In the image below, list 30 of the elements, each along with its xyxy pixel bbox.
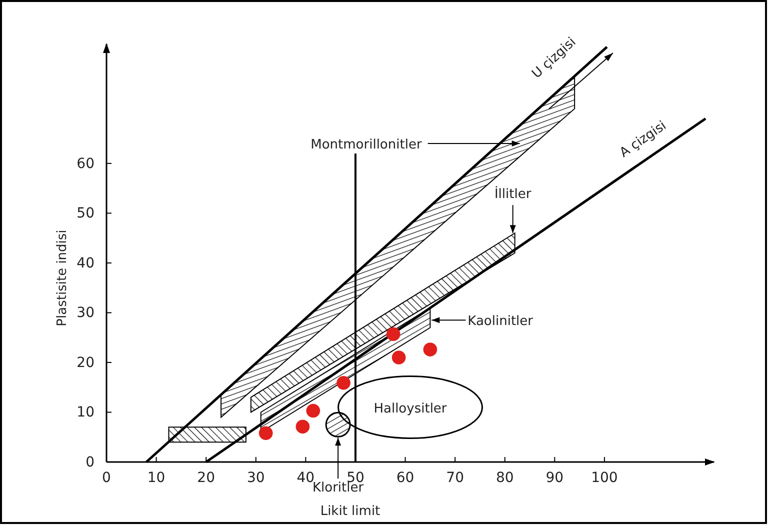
annotation: Halloysitler bbox=[374, 401, 448, 416]
x-tick-label: 40 bbox=[296, 470, 315, 486]
y-tick-label: 0 bbox=[86, 454, 94, 470]
y-tick-label: 50 bbox=[76, 206, 94, 222]
y-tick-label: 10 bbox=[76, 404, 94, 421]
point bbox=[258, 426, 273, 440]
x-tick-label: 80 bbox=[496, 470, 514, 486]
point bbox=[336, 376, 350, 390]
point bbox=[306, 404, 320, 418]
annotation: Kaolinitler bbox=[468, 314, 534, 330]
point bbox=[423, 342, 438, 356]
x-tick-label: 30 bbox=[246, 470, 265, 486]
y-axis-title: Plastisite indisi bbox=[55, 230, 70, 326]
x-tick-label: 90 bbox=[546, 470, 564, 486]
x-tick-label: 20 bbox=[197, 470, 216, 486]
point bbox=[296, 420, 310, 434]
annotation: İllitler bbox=[494, 186, 532, 202]
point bbox=[386, 327, 400, 342]
x-tick-label: 60 bbox=[396, 470, 414, 486]
x-tick-label: 100 bbox=[591, 470, 618, 486]
y-tick-label: 40 bbox=[76, 255, 94, 272]
y-tick-label: 20 bbox=[76, 354, 94, 371]
x-axis-title: Likit limit bbox=[320, 504, 380, 519]
point bbox=[392, 350, 406, 364]
x-tick-label: 70 bbox=[446, 470, 464, 486]
x-tick-label: 0 bbox=[102, 470, 111, 486]
annotation: Montmorillonitler bbox=[310, 138, 422, 153]
x-tick-label: 10 bbox=[147, 470, 166, 486]
y-tick-label: 30 bbox=[76, 305, 94, 322]
y-tick-label: 60 bbox=[76, 156, 94, 172]
